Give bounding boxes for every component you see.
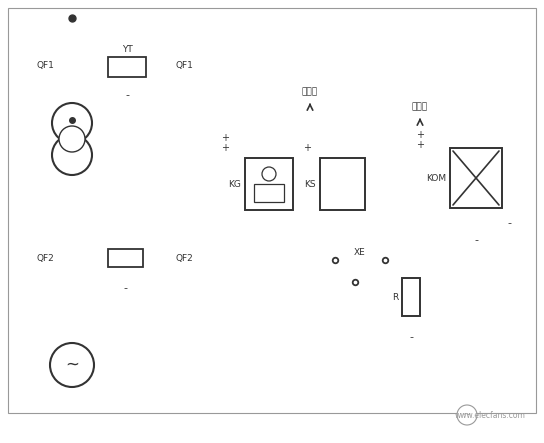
Circle shape <box>457 405 477 425</box>
Text: QF1: QF1 <box>175 61 193 70</box>
Text: XE: XE <box>354 248 366 256</box>
Circle shape <box>262 167 276 181</box>
Text: +: + <box>221 143 229 153</box>
Text: YT: YT <box>122 44 132 54</box>
Bar <box>254 184 284 202</box>
Bar <box>245 158 293 210</box>
Text: KS: KS <box>305 179 316 189</box>
Bar <box>108 249 143 267</box>
Text: R: R <box>392 292 398 302</box>
Text: ~: ~ <box>65 356 79 374</box>
Text: +: + <box>416 140 424 150</box>
Text: 至信号: 至信号 <box>412 102 428 112</box>
Text: QF2: QF2 <box>36 253 54 263</box>
Bar <box>108 57 146 77</box>
Bar <box>402 278 420 316</box>
Text: +: + <box>416 130 424 140</box>
Text: 至信号: 至信号 <box>302 88 318 97</box>
Text: -: - <box>125 90 129 100</box>
Text: -: - <box>474 235 478 245</box>
Circle shape <box>59 126 85 152</box>
Bar <box>450 148 502 208</box>
Circle shape <box>52 103 92 143</box>
Text: -: - <box>507 218 511 228</box>
Text: ~: ~ <box>463 410 471 420</box>
Text: -: - <box>409 332 413 342</box>
Circle shape <box>50 343 94 387</box>
Text: KOM: KOM <box>426 174 446 183</box>
Text: QF1: QF1 <box>36 61 54 70</box>
Text: KG: KG <box>228 179 241 189</box>
Text: +: + <box>221 133 229 143</box>
Text: -: - <box>123 283 127 293</box>
Circle shape <box>52 135 92 175</box>
Text: QF2: QF2 <box>175 253 193 263</box>
Bar <box>320 158 365 210</box>
Text: www.elecfans.com: www.elecfans.com <box>455 411 526 420</box>
Text: +: + <box>303 143 311 153</box>
